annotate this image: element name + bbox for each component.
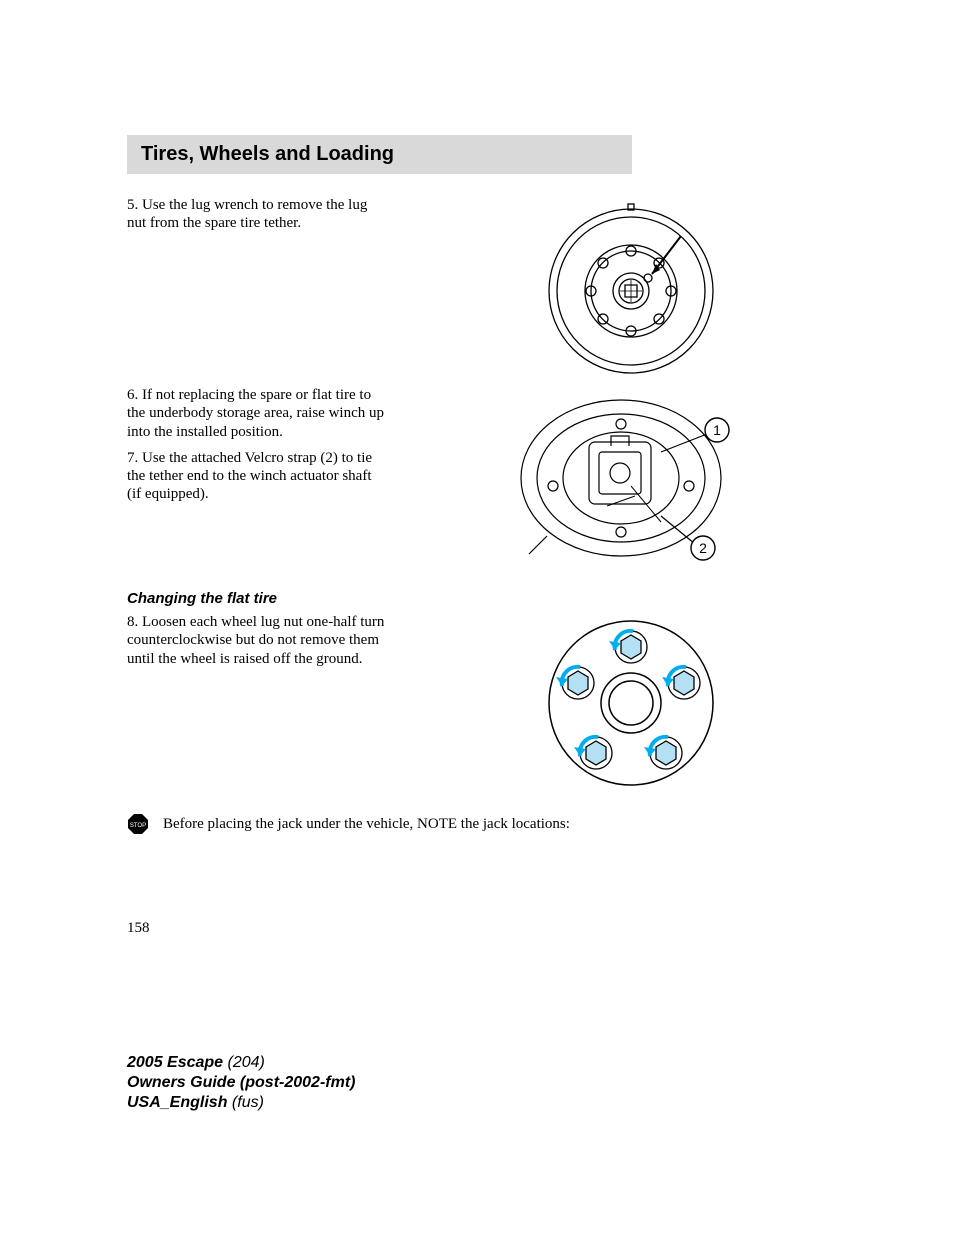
footer-lang: USA_English xyxy=(127,1094,227,1111)
step6-para: 6. If not replacing the spare or flat ti… xyxy=(127,386,389,441)
spare-tire-diagram xyxy=(516,196,746,376)
step8-para: 8. Loosen each wheel lug nut one-half tu… xyxy=(127,613,389,668)
step8-text: 8. Loosen each wheel lug nut one-half tu… xyxy=(127,613,389,676)
subheading-changing-flat: Changing the flat tire xyxy=(127,590,854,607)
figure-2-wrap: 1 2 xyxy=(407,386,854,576)
footer-model-code: (204) xyxy=(228,1054,265,1071)
winch-diagram: 1 2 xyxy=(511,386,751,576)
figure-3-wrap xyxy=(407,613,854,793)
page-number: 158 xyxy=(127,920,150,937)
jack-note-row: STOP Before placing the jack under the v… xyxy=(127,813,854,835)
stop-icon: STOP xyxy=(127,813,149,835)
callout-2: 2 xyxy=(699,540,707,556)
stop-icon-label: STOP xyxy=(130,823,146,829)
footer-lang-code: (fus) xyxy=(232,1094,264,1111)
step6-7-text: 6. If not replacing the spare or flat ti… xyxy=(127,386,389,512)
step6-7-row: 6. If not replacing the spare or flat ti… xyxy=(127,386,854,576)
jack-note-text: Before placing the jack under the vehicl… xyxy=(163,816,570,833)
footer-model: 2005 Escape xyxy=(127,1054,223,1071)
step5-para: 5. Use the lug wrench to remove the lug … xyxy=(127,196,389,233)
step7-para: 7. Use the attached Velcro strap (2) to … xyxy=(127,449,389,504)
step8-row: 8. Loosen each wheel lug nut one-half tu… xyxy=(127,613,854,793)
footer-line3: USA_English (fus) xyxy=(127,1093,355,1113)
footer-line2: Owners Guide (post-2002-fmt) xyxy=(127,1073,355,1093)
page: Tires, Wheels and Loading 5. Use the lug… xyxy=(0,0,954,1235)
lugnut-diagram xyxy=(526,613,736,793)
figure-1-wrap xyxy=(407,196,854,376)
section-header: Tires, Wheels and Loading xyxy=(127,135,632,174)
step5-text: 5. Use the lug wrench to remove the lug … xyxy=(127,196,389,241)
footer-line1: 2005 Escape (204) xyxy=(127,1053,355,1073)
section-title: Tires, Wheels and Loading xyxy=(141,143,618,166)
callout-1: 1 xyxy=(713,422,721,438)
footer: 2005 Escape (204) Owners Guide (post-200… xyxy=(127,1053,355,1113)
step5-row: 5. Use the lug wrench to remove the lug … xyxy=(127,196,854,376)
